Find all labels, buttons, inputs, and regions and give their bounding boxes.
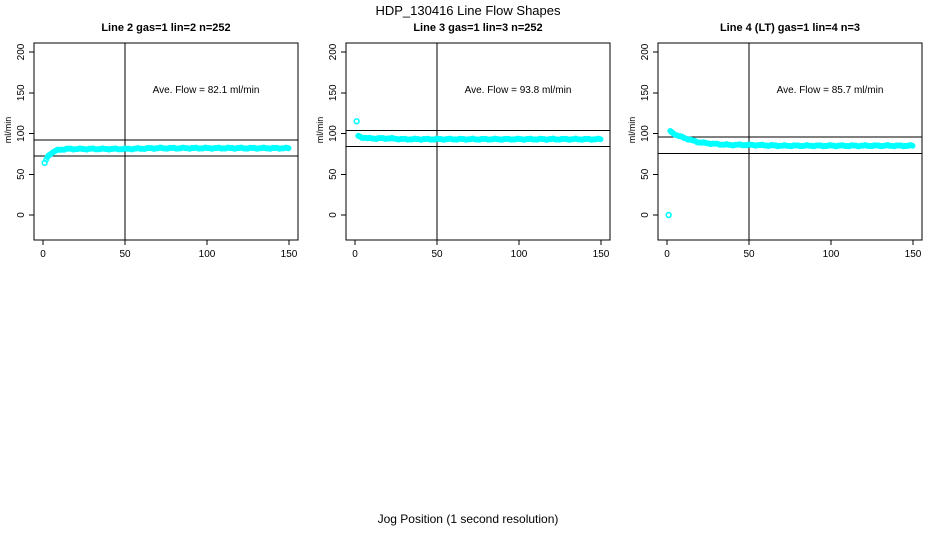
y-axis-label-line3: ml/min	[315, 116, 325, 144]
plot-canvas-line3: 0 50 100 150 0 50 100 150 200	[328, 42, 611, 260]
panel-title-line4: Line 4 (LT) gas=1 lin=4 n=3	[719, 22, 861, 34]
flow-panel-line3: 0 50 100 150 0 50 100 150 200 Line 3 gas=1 lin=3…	[312, 0, 624, 280]
svg-text:100: 100	[823, 249, 840, 260]
svg-text:150: 150	[640, 84, 651, 101]
svg-text:0: 0	[16, 212, 27, 218]
svg-text:0: 0	[40, 249, 46, 260]
svg-text:50: 50	[743, 249, 755, 260]
panel-title-line3: Line 3 gas=1 lin=3 n=252	[413, 22, 543, 34]
svg-text:100: 100	[511, 249, 528, 260]
svg-text:100: 100	[328, 125, 339, 142]
svg-text:50: 50	[119, 249, 131, 260]
svg-text:100: 100	[199, 249, 216, 260]
svg-text:0: 0	[352, 249, 358, 260]
svg-text:50: 50	[328, 168, 339, 180]
svg-text:150: 150	[905, 249, 922, 260]
svg-text:0: 0	[664, 249, 670, 260]
svg-text:0: 0	[640, 212, 651, 218]
flow-panel-line4: 0 50 100 150 0 50 100 150 200 Line 4 (LT) gas=1 …	[624, 0, 936, 280]
svg-text:50: 50	[640, 168, 651, 180]
svg-text:150: 150	[328, 84, 339, 101]
svg-text:150: 150	[593, 249, 610, 260]
svg-text:50: 50	[431, 249, 443, 260]
ave-flow-annotation-line4: Ave. Flow = 85.7 ml/min	[776, 85, 884, 96]
y-axis-label-line4: ml/min	[627, 116, 637, 144]
ave-flow-annotation-line2: Ave. Flow = 82.1 ml/min	[152, 85, 260, 96]
main-title: HDP_130416 Line Flow Shapes	[375, 3, 561, 18]
ave-flow-annotation-line3: Ave. Flow = 93.8 ml/min	[464, 85, 572, 96]
plot-canvas-line4: 0 50 100 150 0 50 100 150 200	[640, 42, 923, 260]
svg-text:50: 50	[16, 168, 27, 180]
svg-text:200: 200	[328, 43, 339, 60]
panel-title-line2: Line 2 gas=1 lin=2 n=252	[101, 22, 231, 34]
svg-text:100: 100	[640, 125, 651, 142]
flow-panel-line2: 0 50 100 150 0 50 100 150 200 Line 2 gas=1 lin=2…	[0, 0, 312, 280]
svg-text:150: 150	[16, 84, 27, 101]
x-axis-label: Jog Position (1 second resolution)	[377, 512, 559, 526]
plot-canvas-line2: 0 50 100 150 0 50 100 150 200	[16, 42, 299, 260]
svg-text:150: 150	[281, 249, 298, 260]
svg-text:100: 100	[16, 125, 27, 142]
svg-text:200: 200	[16, 43, 27, 60]
y-axis-label-line2: ml/min	[3, 116, 13, 144]
svg-text:200: 200	[640, 43, 651, 60]
svg-text:0: 0	[328, 212, 339, 218]
